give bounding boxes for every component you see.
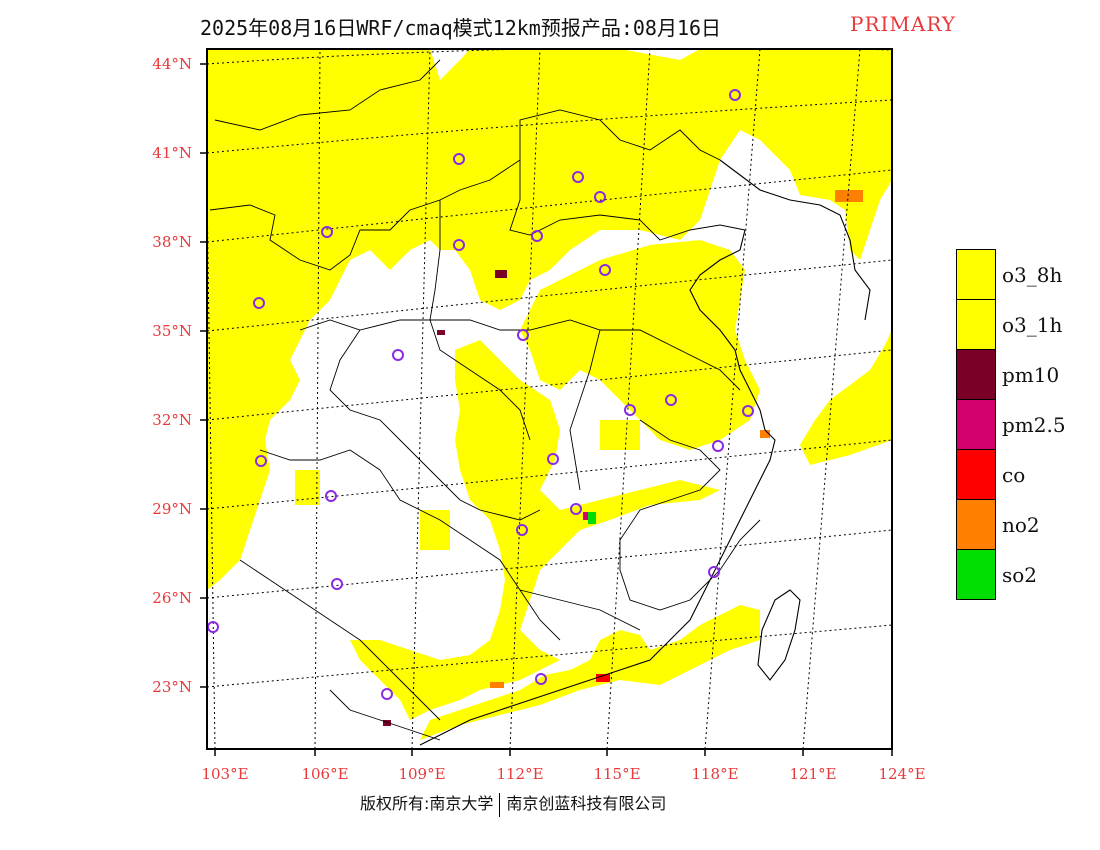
graticule xyxy=(207,49,892,749)
station-circle xyxy=(535,673,547,685)
lat-label-44n: 44°N xyxy=(152,55,192,73)
legend-label: no2 xyxy=(1002,513,1040,537)
o3-region-east-sea xyxy=(800,330,892,465)
primary-label: PRIMARY xyxy=(850,12,956,36)
station-circle xyxy=(453,153,465,165)
legend-swatch xyxy=(956,499,996,550)
station-circle xyxy=(253,297,265,309)
o3-region-south-coast xyxy=(420,605,760,740)
lon-label-112e: 112°E xyxy=(496,765,544,783)
legend-label: so2 xyxy=(1002,563,1038,587)
legend-item-o3-8h: o3_8h xyxy=(956,249,1096,300)
lon-label-109e: 109°E xyxy=(398,765,446,783)
province-borders xyxy=(209,59,761,741)
legend-swatch xyxy=(956,299,996,350)
lat-label-41n: 41°N xyxy=(152,144,192,162)
legend-label: o3_1h xyxy=(1002,313,1063,337)
lon-label-121e: 121°E xyxy=(789,765,837,783)
station-markers xyxy=(207,89,754,700)
station-circle xyxy=(531,230,543,242)
company-text: 南京创蓝科技有限公司 xyxy=(506,794,667,813)
lon-label-103e: 103°E xyxy=(201,765,249,783)
station-circle xyxy=(594,191,606,203)
legend-label: pm10 xyxy=(1002,363,1060,387)
station-circle xyxy=(570,503,582,515)
legend-item-so2: so2 xyxy=(956,549,1096,600)
legend-label: o3_8h xyxy=(1002,263,1063,287)
station-circle xyxy=(325,490,337,502)
no2-pixel xyxy=(490,682,504,688)
footer-credits: 版权所有:南京大学 南京创蓝科技有限公司 xyxy=(360,790,666,817)
station-circle xyxy=(392,349,404,361)
station-circle xyxy=(708,566,720,578)
footer-separator xyxy=(499,792,501,817)
station-circle xyxy=(453,239,465,251)
station-circle xyxy=(517,329,529,341)
legend-swatch xyxy=(956,399,996,450)
copyright-text: 版权所有:南京大学 xyxy=(360,794,494,813)
lat-label-32n: 32°N xyxy=(152,411,192,429)
station-circle xyxy=(665,394,677,406)
no2-pixel xyxy=(760,430,770,438)
lat-label-35n: 35°N xyxy=(152,322,192,340)
station-circle xyxy=(321,226,333,238)
lon-label-115e: 115°E xyxy=(593,765,641,783)
legend-item-o3-1h: o3_1h xyxy=(956,299,1096,350)
coastline xyxy=(419,159,871,746)
no2-pixel xyxy=(835,190,863,202)
station-circle xyxy=(599,264,611,276)
lon-label-124e: 124°E xyxy=(878,765,926,783)
o3-patch xyxy=(600,420,640,450)
pollutant-field xyxy=(207,49,892,740)
station-circle xyxy=(729,89,741,101)
station-circle xyxy=(255,455,267,467)
map-title: 2025年08月16日WRF/cmaq模式12km预报产品:08月16日 xyxy=(200,16,722,40)
lon-label-118e: 118°E xyxy=(691,765,739,783)
legend-item-co: co xyxy=(956,449,1096,500)
legend-item-no2: no2 xyxy=(956,499,1096,550)
legend-swatch xyxy=(956,249,996,300)
lon-label-106e: 106°E xyxy=(301,765,349,783)
legend-item-pm25: pm2.5 xyxy=(956,399,1096,450)
legend-swatch xyxy=(956,349,996,400)
station-circle xyxy=(516,524,528,536)
station-circle xyxy=(547,453,559,465)
o3-patch xyxy=(295,470,320,505)
pm10-pixel xyxy=(495,270,507,278)
station-circle xyxy=(624,404,636,416)
co-pixel xyxy=(596,674,610,682)
lat-label-26n: 26°N xyxy=(152,589,192,607)
station-circle xyxy=(331,578,343,590)
o3-region-north xyxy=(207,49,892,590)
station-circle xyxy=(381,688,393,700)
pollutant-legend: o3_8h o3_1h pm10 pm2.5 co no2 so2 xyxy=(956,249,1096,600)
legend-label: co xyxy=(1002,463,1026,487)
o3-patch xyxy=(420,510,450,550)
so2-pixel xyxy=(588,512,596,524)
lat-label-38n: 38°N xyxy=(152,233,192,251)
map-frame xyxy=(206,48,893,750)
axis-ticks xyxy=(200,63,893,756)
legend-swatch xyxy=(956,449,996,500)
pm10-pixel xyxy=(437,330,445,335)
station-circle xyxy=(712,440,724,452)
lat-label-29n: 29°N xyxy=(152,500,192,518)
legend-swatch xyxy=(956,549,996,600)
o3-region-central xyxy=(520,240,760,450)
station-circle xyxy=(742,405,754,417)
lat-label-23n: 23°N xyxy=(152,678,192,696)
legend-item-pm10: pm10 xyxy=(956,349,1096,400)
o3-region-middle xyxy=(350,340,720,720)
pm10-pixel xyxy=(383,720,391,726)
pm25-pixel xyxy=(583,512,588,520)
title-row: 2025年08月16日WRF/cmaq模式12km预报产品:08月16日 PRI… xyxy=(0,10,1100,40)
station-circle xyxy=(572,171,584,183)
legend-label: pm2.5 xyxy=(1002,413,1066,437)
